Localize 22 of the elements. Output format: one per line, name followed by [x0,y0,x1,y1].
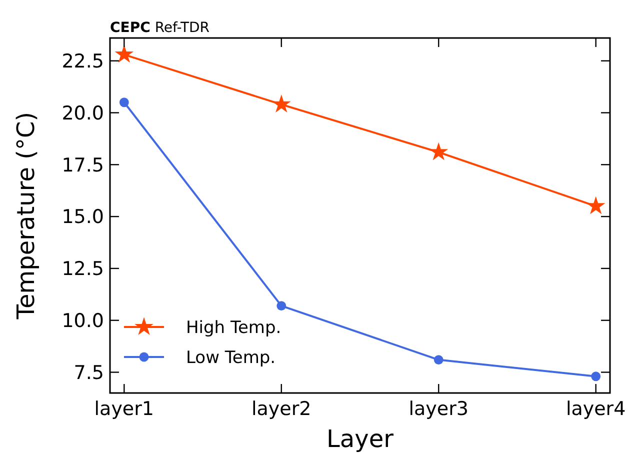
point [119,98,129,108]
point [114,44,134,63]
chart-title: CEPC Ref-TDR [110,20,210,36]
x-tick-label: layer4 [566,398,626,420]
x-tick-label: layer1 [94,398,154,420]
x-tick-label: layer3 [408,398,468,420]
point [434,355,444,364]
legend-label: High Temp. [186,318,282,338]
y-tick-label: 10.0 [62,310,104,332]
x-tick-label: layer2 [252,398,312,420]
y-tick-label: 22.5 [62,50,104,72]
legend-label: Low Temp. [186,348,276,368]
y-tick-label: 12.5 [62,258,104,280]
y-axis-title: Temperature (°C) [12,112,40,320]
y-tick-label: 7.5 [74,362,104,384]
point [586,196,606,214]
point [591,372,601,382]
y-tick-label: 17.5 [62,154,104,176]
x-axis-title: Layer [326,425,394,453]
point [276,301,286,311]
y-tick-label: 15.0 [62,206,104,228]
y-tick-label: 20.0 [62,102,104,124]
